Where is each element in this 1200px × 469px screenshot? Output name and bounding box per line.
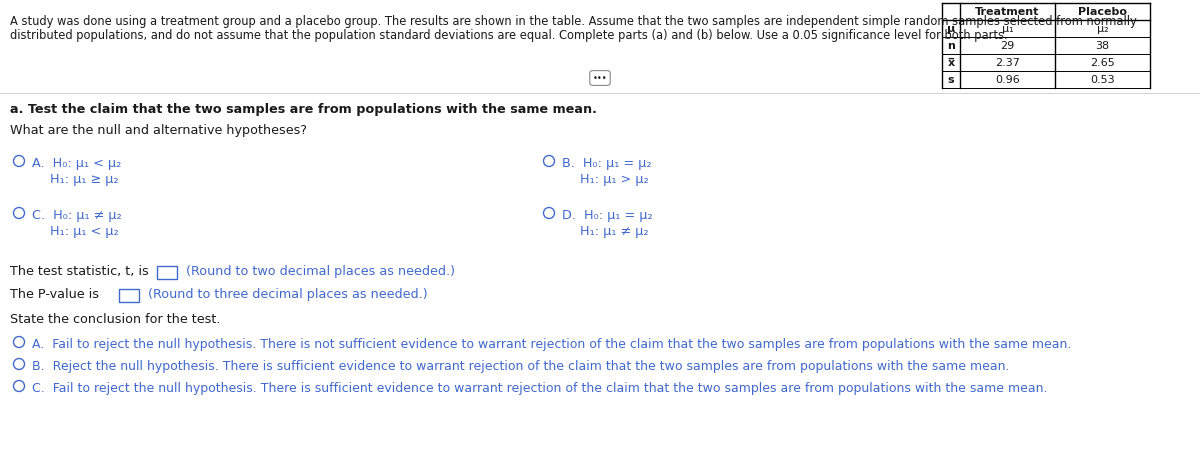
Text: H₁: μ₁ < μ₂: H₁: μ₁ < μ₂	[50, 225, 119, 238]
Text: 38: 38	[1096, 40, 1110, 51]
Text: The test statistic, t, is: The test statistic, t, is	[10, 265, 152, 278]
Text: x̅: x̅	[948, 58, 954, 68]
Text: n: n	[947, 40, 955, 51]
Text: 2.65: 2.65	[1090, 58, 1115, 68]
Text: What are the null and alternative hypotheses?: What are the null and alternative hypoth…	[10, 124, 307, 137]
Text: A.  H₀: μ₁ < μ₂: A. H₀: μ₁ < μ₂	[32, 157, 121, 170]
Text: 0.96: 0.96	[995, 75, 1020, 84]
Text: Placebo: Placebo	[1078, 7, 1127, 16]
Text: 29: 29	[1001, 40, 1015, 51]
Text: H₁: μ₁ > μ₂: H₁: μ₁ > μ₂	[580, 173, 649, 186]
Text: (Round to three decimal places as needed.): (Round to three decimal places as needed…	[144, 288, 427, 301]
Text: The P-value is: The P-value is	[10, 288, 103, 301]
Text: State the conclusion for the test.: State the conclusion for the test.	[10, 313, 221, 326]
Text: B.  H₀: μ₁ = μ₂: B. H₀: μ₁ = μ₂	[562, 157, 652, 170]
Text: distributed populations, and do not assume that the population standard deviatio: distributed populations, and do not assu…	[10, 29, 1008, 42]
Text: a. Test the claim that the two samples are from populations with the same mean.: a. Test the claim that the two samples a…	[10, 103, 596, 116]
Text: Treatment: Treatment	[976, 7, 1039, 16]
Text: 2.37: 2.37	[995, 58, 1020, 68]
Text: •••: •••	[593, 74, 607, 83]
Text: B.  Reject the null hypothesis. There is sufficient evidence to warrant rejectio: B. Reject the null hypothesis. There is …	[32, 360, 1009, 373]
Text: (Round to two decimal places as needed.): (Round to two decimal places as needed.)	[182, 265, 455, 278]
FancyBboxPatch shape	[157, 266, 178, 279]
Text: μ: μ	[947, 23, 955, 33]
Text: H₁: μ₁ ≥ μ₂: H₁: μ₁ ≥ μ₂	[50, 173, 119, 186]
FancyBboxPatch shape	[119, 289, 139, 302]
Text: μ₂: μ₂	[1097, 23, 1109, 33]
Text: 0.53: 0.53	[1090, 75, 1115, 84]
Text: A.  Fail to reject the null hypothesis. There is not sufficient evidence to warr: A. Fail to reject the null hypothesis. T…	[32, 338, 1072, 351]
Text: A study was done using a treatment group and a placebo group. The results are sh: A study was done using a treatment group…	[10, 15, 1136, 28]
Text: s: s	[948, 75, 954, 84]
Text: H₁: μ₁ ≠ μ₂: H₁: μ₁ ≠ μ₂	[580, 225, 649, 238]
Text: μ₁: μ₁	[1002, 23, 1013, 33]
Text: C.  H₀: μ₁ ≠ μ₂: C. H₀: μ₁ ≠ μ₂	[32, 209, 121, 222]
Text: D.  H₀: μ₁ = μ₂: D. H₀: μ₁ = μ₂	[562, 209, 653, 222]
Text: C.  Fail to reject the null hypothesis. There is sufficient evidence to warrant : C. Fail to reject the null hypothesis. T…	[32, 382, 1048, 395]
